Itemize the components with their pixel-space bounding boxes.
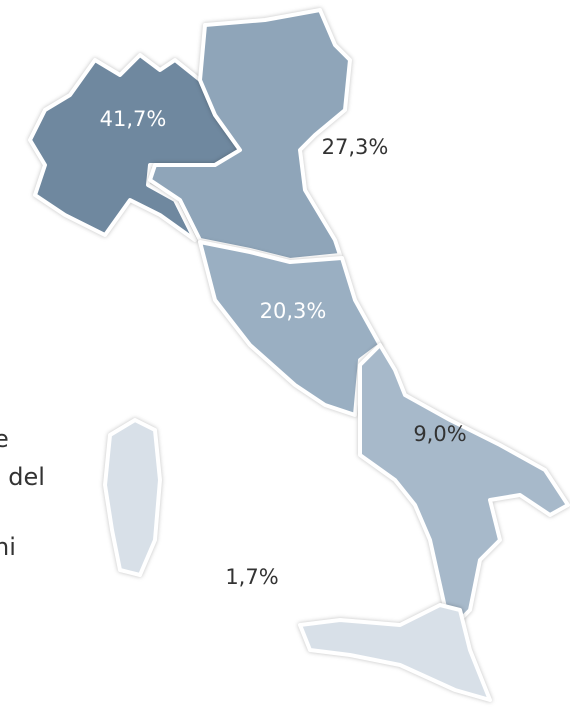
region-label: 27,3% [322,135,389,159]
region-label: 41,7% [100,107,167,131]
region-label: 20,3% [260,299,327,323]
region-label: 9,0% [413,422,466,446]
region-sicily [298,603,492,702]
text-fragment: e [0,425,9,453]
region-northwest [28,53,242,242]
region-label: 1,7% [225,565,278,589]
region-center [198,240,382,417]
region-sardinia [103,418,162,577]
text-fragment: ni [0,533,16,561]
text-fragment: i del [0,463,45,491]
region-northeast [148,8,352,262]
region-south [358,343,570,632]
